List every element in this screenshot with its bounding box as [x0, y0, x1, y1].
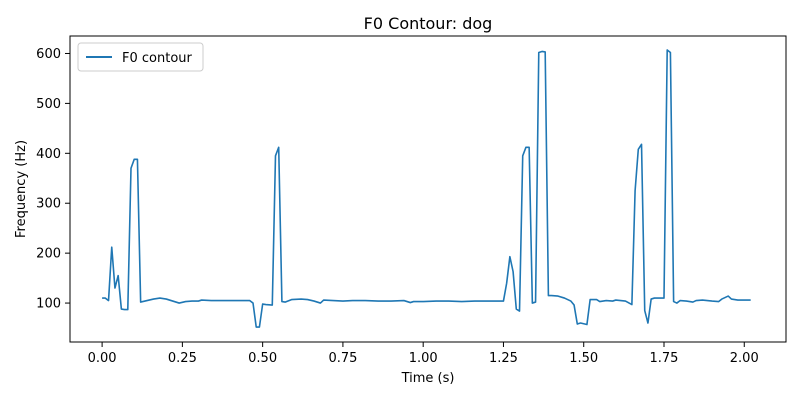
- y-tick-label: 500: [36, 97, 61, 112]
- legend-frame: [77, 42, 204, 72]
- series-line-f0-contour: [102, 49, 751, 328]
- x-tick-label: 1.25: [489, 351, 518, 366]
- legend-label-f0-contour: F0 contour: [122, 51, 193, 66]
- plot-area-frame: [69, 35, 787, 343]
- x-tick-label: 0.00: [88, 351, 117, 366]
- y-axis-label: Frequency (Hz): [14, 140, 29, 238]
- x-tick-label: 0.75: [328, 351, 357, 366]
- y-tick-label: 400: [36, 147, 61, 162]
- y-tick-label: 300: [36, 197, 61, 212]
- y-tick-label: 100: [36, 297, 61, 312]
- x-tick-label: 0.50: [248, 351, 277, 366]
- x-tick-label: 0.25: [168, 351, 197, 366]
- y-tick-label: 600: [36, 47, 61, 62]
- chart-title: F0 Contour: dog: [364, 14, 493, 33]
- x-tick-label: 2.00: [730, 351, 759, 366]
- x-axis-ticks: 0.00 0.25 0.50 0.75 1.00 1.25 1.50 1.75 2.00: [88, 342, 759, 366]
- x-tick-label: 1.50: [569, 351, 598, 366]
- x-tick-label: 1.75: [650, 351, 679, 366]
- x-axis-label: Time (s): [401, 371, 455, 386]
- x-tick-label: 1.00: [409, 351, 438, 366]
- y-tick-label: 200: [36, 247, 61, 262]
- legend: F0 contour: [77, 42, 204, 72]
- series-layer: [102, 49, 751, 328]
- y-axis-ticks: 100 200 300 400 500 600: [36, 47, 70, 312]
